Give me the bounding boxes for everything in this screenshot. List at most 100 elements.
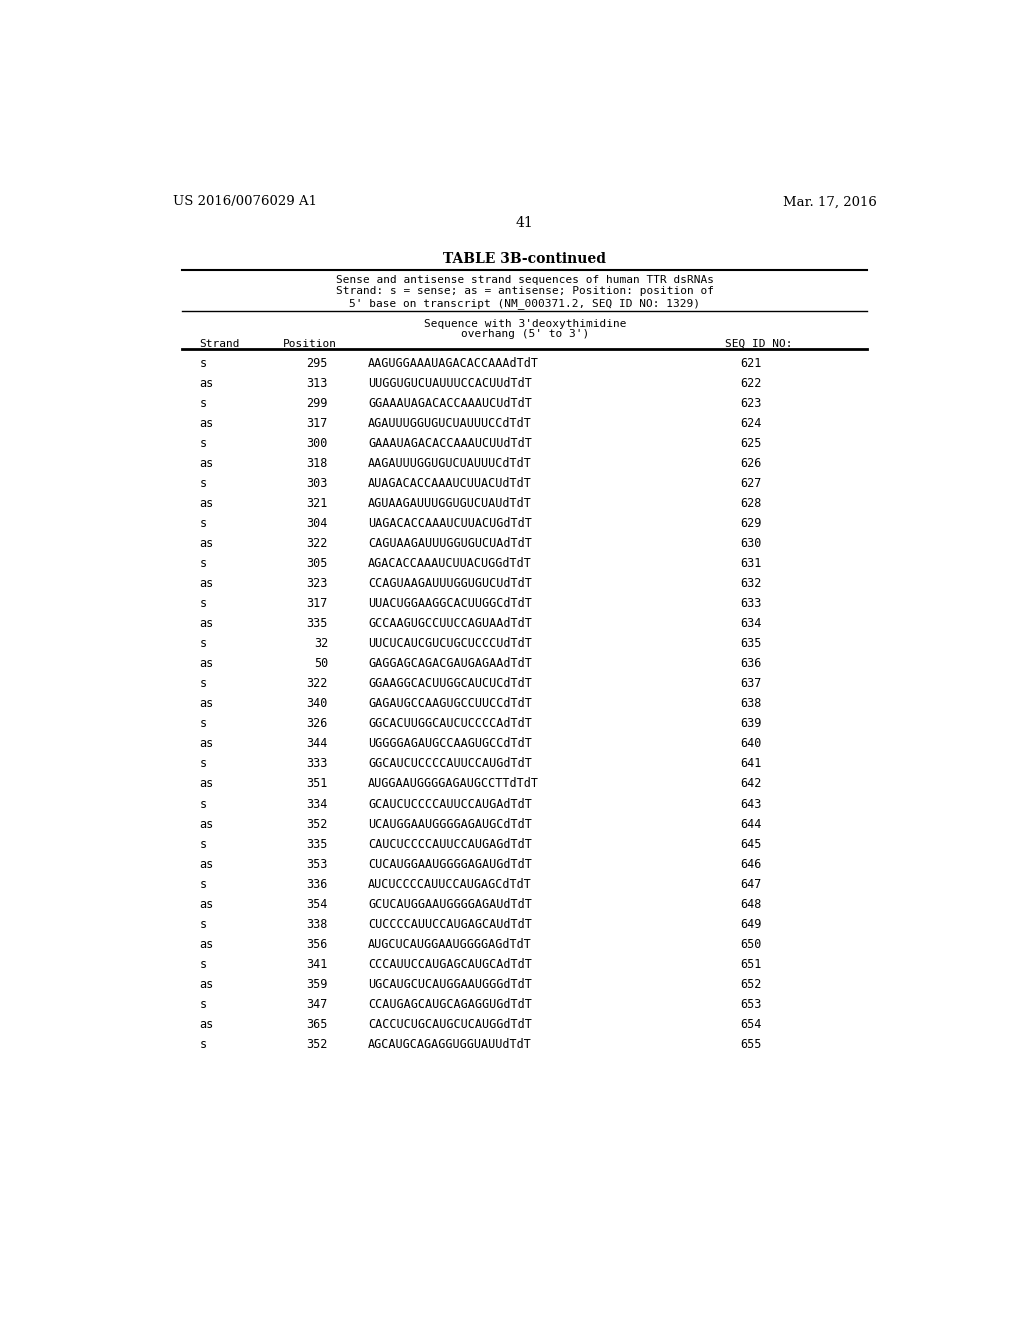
Text: UCAUGGAAUGGGGAGAUGCdTdT: UCAUGGAAUGGGGAGAUGCdTdT — [369, 817, 532, 830]
Text: as: as — [200, 618, 214, 631]
Text: 641: 641 — [740, 758, 762, 771]
Text: 628: 628 — [740, 498, 762, 511]
Text: GCAUCUCCCCAUUCCAUGAdTdT: GCAUCUCCCCAUUCCAUGAdTdT — [369, 797, 532, 810]
Text: s: s — [200, 758, 207, 771]
Text: 648: 648 — [740, 898, 762, 911]
Text: AGAUUUGGUGUCUAUUUCCdTdT: AGAUUUGGUGUCUAUUUCCdTdT — [369, 417, 532, 430]
Text: 354: 354 — [306, 898, 328, 911]
Text: AAGAUUUGGUGUCUAUUUCdTdT: AAGAUUUGGUGUCUAUUUCdTdT — [369, 457, 532, 470]
Text: 335: 335 — [306, 838, 328, 850]
Text: s: s — [200, 557, 207, 570]
Text: 326: 326 — [306, 718, 328, 730]
Text: s: s — [200, 638, 207, 651]
Text: as: as — [200, 417, 214, 430]
Text: 50: 50 — [313, 657, 328, 671]
Text: 323: 323 — [306, 577, 328, 590]
Text: 646: 646 — [740, 858, 762, 871]
Text: s: s — [200, 958, 207, 970]
Text: 637: 637 — [740, 677, 762, 690]
Text: 640: 640 — [740, 738, 762, 751]
Text: as: as — [200, 657, 214, 671]
Text: as: as — [200, 378, 214, 391]
Text: s: s — [200, 517, 207, 531]
Text: CACCUCUGCAUGCUCAUGGdTdT: CACCUCUGCAUGCUCAUGGdTdT — [369, 1018, 532, 1031]
Text: 305: 305 — [306, 557, 328, 570]
Text: 317: 317 — [306, 598, 328, 610]
Text: as: as — [200, 577, 214, 590]
Text: 631: 631 — [740, 557, 762, 570]
Text: CUCAUGGAAUGGGGAGAUGdTdT: CUCAUGGAAUGGGGAGAUGdTdT — [369, 858, 532, 871]
Text: UGGGGAGAUGCCAAGUGCCdTdT: UGGGGAGAUGCCAAGUGCCdTdT — [369, 738, 532, 751]
Text: 300: 300 — [306, 437, 328, 450]
Text: AGCAUGCAGAGGUGGUAUUdTdT: AGCAUGCAGAGGUGGUAUUdTdT — [369, 1038, 532, 1051]
Text: AUGCUCAUGGAAUGGGGAGdTdT: AUGCUCAUGGAAUGGGGAGdTdT — [369, 937, 532, 950]
Text: CAGUAAGAUUUGGUGUCUAdTdT: CAGUAAGAUUUGGUGUCUAdTdT — [369, 537, 532, 550]
Text: 629: 629 — [740, 517, 762, 531]
Text: as: as — [200, 858, 214, 871]
Text: s: s — [200, 998, 207, 1011]
Text: 5' base on transcript (NM_000371.2, SEQ ID NO: 1329): 5' base on transcript (NM_000371.2, SEQ … — [349, 298, 700, 309]
Text: 347: 347 — [306, 998, 328, 1011]
Text: 627: 627 — [740, 478, 762, 490]
Text: as: as — [200, 697, 214, 710]
Text: s: s — [200, 437, 207, 450]
Text: as: as — [200, 1018, 214, 1031]
Text: 303: 303 — [306, 478, 328, 490]
Text: 630: 630 — [740, 537, 762, 550]
Text: GGCACUUGGCAUCUCCCCAdTdT: GGCACUUGGCAUCUCCCCAdTdT — [369, 718, 532, 730]
Text: 652: 652 — [740, 978, 762, 991]
Text: 359: 359 — [306, 978, 328, 991]
Text: GGAAAUAGACACCAAAUCUdTdT: GGAAAUAGACACCAAAUCUdTdT — [369, 397, 532, 411]
Text: Sequence with 3'deoxythimidine: Sequence with 3'deoxythimidine — [424, 318, 626, 329]
Text: 322: 322 — [306, 537, 328, 550]
Text: Sense and antisense strand sequences of human TTR dsRNAs: Sense and antisense strand sequences of … — [336, 275, 714, 285]
Text: as: as — [200, 978, 214, 991]
Text: s: s — [200, 598, 207, 610]
Text: 626: 626 — [740, 457, 762, 470]
Text: as: as — [200, 937, 214, 950]
Text: 654: 654 — [740, 1018, 762, 1031]
Text: 634: 634 — [740, 618, 762, 631]
Text: 622: 622 — [740, 378, 762, 391]
Text: GAGGAGCAGACGAUGAGAAdTdT: GAGGAGCAGACGAUGAGAAdTdT — [369, 657, 532, 671]
Text: AAGUGGAAAUAGACACCAAAdTdT: AAGUGGAAAUAGACACCAAAdTdT — [369, 358, 540, 370]
Text: 295: 295 — [306, 358, 328, 370]
Text: s: s — [200, 878, 207, 891]
Text: AUGGAAUGGGGAGAUGCCTTdTdT: AUGGAAUGGGGAGAUGCCTTdTdT — [369, 777, 540, 791]
Text: GAAAUAGACACCAAAUCUUdTdT: GAAAUAGACACCAAAUCUUdTdT — [369, 437, 532, 450]
Text: overhang (5' to 3'): overhang (5' to 3') — [461, 329, 589, 338]
Text: 356: 356 — [306, 937, 328, 950]
Text: 313: 313 — [306, 378, 328, 391]
Text: Strand: Strand — [200, 339, 240, 348]
Text: s: s — [200, 718, 207, 730]
Text: GCUCAUGGAAUGGGGAGAUdTdT: GCUCAUGGAAUGGGGAGAUdTdT — [369, 898, 532, 911]
Text: 653: 653 — [740, 998, 762, 1011]
Text: SEQ ID NO:: SEQ ID NO: — [725, 339, 793, 348]
Text: as: as — [200, 738, 214, 751]
Text: 635: 635 — [740, 638, 762, 651]
Text: 344: 344 — [306, 738, 328, 751]
Text: 32: 32 — [313, 638, 328, 651]
Text: CCAGUAAGAUUUGGUGUCUdTdT: CCAGUAAGAUUUGGUGUCUdTdT — [369, 577, 532, 590]
Text: s: s — [200, 478, 207, 490]
Text: UAGACACCAAAUCUUACUGdTdT: UAGACACCAAAUCUUACUGdTdT — [369, 517, 532, 531]
Text: 321: 321 — [306, 498, 328, 511]
Text: as: as — [200, 498, 214, 511]
Text: 624: 624 — [740, 417, 762, 430]
Text: UUACUGGAAGGCACUUGGCdTdT: UUACUGGAAGGCACUUGGCdTdT — [369, 598, 532, 610]
Text: 353: 353 — [306, 858, 328, 871]
Text: Strand: s = sense; as = antisense; Position: position of: Strand: s = sense; as = antisense; Posit… — [336, 286, 714, 296]
Text: 625: 625 — [740, 437, 762, 450]
Text: as: as — [200, 898, 214, 911]
Text: 655: 655 — [740, 1038, 762, 1051]
Text: 340: 340 — [306, 697, 328, 710]
Text: 352: 352 — [306, 1038, 328, 1051]
Text: 338: 338 — [306, 917, 328, 931]
Text: CCCAUUCCAUGAGCAUGCAdTdT: CCCAUUCCAUGAGCAUGCAdTdT — [369, 958, 532, 970]
Text: UGCAUGCUCAUGGAAUGGGdTdT: UGCAUGCUCAUGGAAUGGGdTdT — [369, 978, 532, 991]
Text: AGUAAGAUUUGGUGUCUAUdTdT: AGUAAGAUUUGGUGUCUAUdTdT — [369, 498, 532, 511]
Text: 322: 322 — [306, 677, 328, 690]
Text: Mar. 17, 2016: Mar. 17, 2016 — [782, 195, 877, 209]
Text: 365: 365 — [306, 1018, 328, 1031]
Text: as: as — [200, 537, 214, 550]
